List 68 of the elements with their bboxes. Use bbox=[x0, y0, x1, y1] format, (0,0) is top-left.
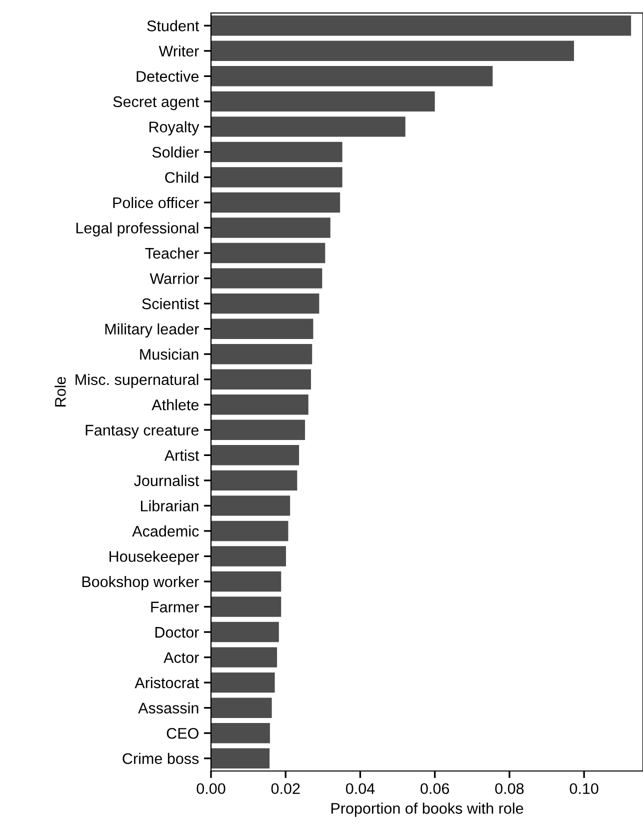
y-tick-label: Athlete bbox=[152, 399, 199, 410]
y-tick-label: Aristocrat bbox=[134, 677, 200, 688]
bar bbox=[211, 722, 270, 744]
bar bbox=[211, 268, 322, 288]
x-tick-label: 0.10 bbox=[570, 783, 598, 794]
bar bbox=[211, 470, 298, 491]
y-tick-label: Scientist bbox=[142, 298, 200, 310]
y-tick-label: Crime boss bbox=[122, 752, 199, 764]
y-tick-label: Military leader bbox=[105, 323, 199, 338]
bar bbox=[211, 496, 290, 516]
y-tick-label: Farmer bbox=[151, 602, 199, 612]
bar bbox=[211, 520, 288, 542]
y-axis-title: Role bbox=[54, 376, 66, 406]
y-tick-label: Journalist bbox=[134, 474, 200, 486]
bar bbox=[211, 192, 340, 213]
y-tick-label: Police officer bbox=[113, 196, 199, 208]
bar bbox=[211, 66, 493, 86]
bar bbox=[211, 748, 270, 768]
y-tick-label: Secret agent bbox=[113, 96, 200, 110]
bar bbox=[211, 116, 406, 137]
bar bbox=[211, 293, 320, 314]
bar bbox=[211, 596, 282, 617]
y-tick-label: Soldier bbox=[152, 146, 199, 158]
bar bbox=[211, 698, 272, 718]
bar bbox=[211, 142, 342, 162]
bar bbox=[211, 318, 314, 339]
y-tick-label: Legal professional bbox=[76, 222, 198, 236]
bar bbox=[211, 167, 342, 188]
bar bbox=[211, 40, 574, 62]
x-tick-label: 0.08 bbox=[495, 783, 524, 794]
bar bbox=[211, 647, 278, 668]
y-tick-label: CEO bbox=[166, 728, 198, 739]
y-tick-label: Doctor bbox=[155, 627, 199, 638]
bar bbox=[211, 91, 435, 112]
bar bbox=[211, 622, 279, 642]
x-tick-label: 0.00 bbox=[196, 783, 226, 794]
y-tick-label: Warrior bbox=[150, 272, 199, 284]
bar bbox=[211, 394, 308, 415]
bar bbox=[211, 16, 632, 36]
y-tick-label: Writer bbox=[158, 45, 199, 57]
y-tick-label: Artist bbox=[164, 450, 200, 461]
bar bbox=[211, 571, 282, 592]
bar bbox=[211, 218, 330, 238]
x-axis-title: Proportion of books with role bbox=[331, 802, 524, 817]
y-tick-label: Musician bbox=[140, 348, 198, 360]
y-tick-label: Assassin bbox=[138, 702, 198, 714]
bar bbox=[211, 546, 286, 566]
y-tick-label: Academic bbox=[132, 525, 199, 537]
x-tick-label: 0.02 bbox=[271, 783, 300, 794]
bar bbox=[211, 445, 300, 466]
y-tick-label: Housekeeper bbox=[110, 550, 199, 565]
y-tick-label: Misc. supernatural bbox=[76, 374, 198, 388]
y-tick-label: Fantasy creature bbox=[86, 424, 199, 439]
bar bbox=[211, 369, 311, 390]
bar bbox=[211, 344, 312, 364]
y-tick-label: Royalty bbox=[150, 121, 200, 136]
y-tick-label: Teacher bbox=[145, 248, 199, 259]
x-tick-label: 0.04 bbox=[346, 783, 375, 794]
x-tick-label: 0.06 bbox=[420, 783, 450, 794]
bar bbox=[211, 242, 326, 264]
bar bbox=[211, 420, 306, 440]
y-tick-label: Bookshop worker bbox=[82, 576, 199, 590]
y-tick-label: Actor bbox=[164, 652, 199, 663]
y-tick-label: Child bbox=[165, 172, 198, 183]
y-tick-label: Librarian bbox=[141, 500, 198, 512]
y-tick-label: Student bbox=[147, 20, 200, 32]
y-tick-label: Detective bbox=[136, 70, 199, 82]
bar bbox=[211, 672, 275, 693]
